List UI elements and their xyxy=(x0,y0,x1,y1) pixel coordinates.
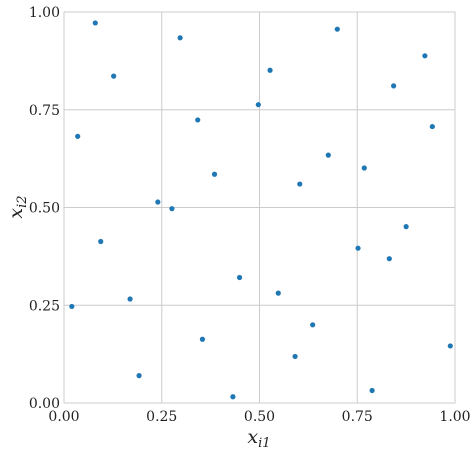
x-tick-label: 0.00 xyxy=(48,409,79,425)
y-tick-label: 0.50 xyxy=(29,201,60,217)
data-point xyxy=(75,133,81,139)
grid-lines xyxy=(63,11,456,404)
data-point xyxy=(447,343,453,349)
data-point xyxy=(111,73,117,79)
data-point xyxy=(169,206,175,212)
data-point xyxy=(403,224,409,230)
x-tick-label: 0.50 xyxy=(244,409,275,425)
data-points xyxy=(69,20,453,400)
plot-frame xyxy=(63,11,456,404)
data-point xyxy=(230,394,236,400)
data-point xyxy=(211,171,218,177)
data-point xyxy=(422,53,428,59)
data-point xyxy=(292,353,298,360)
data-point xyxy=(361,165,367,171)
data-point xyxy=(369,387,375,394)
data-point xyxy=(310,322,316,328)
data-point xyxy=(355,245,361,251)
y-axis-label: xi2 xyxy=(5,195,30,218)
y-tick-labels: 0.00 0.25 0.50 0.75 1.00 xyxy=(29,5,60,412)
data-point xyxy=(325,152,331,158)
data-point xyxy=(199,336,206,342)
x-tick-label: 1.00 xyxy=(439,409,470,425)
data-point xyxy=(195,117,201,123)
data-point xyxy=(136,373,142,379)
data-point xyxy=(155,199,161,205)
data-point xyxy=(386,256,392,262)
data-point xyxy=(69,303,75,310)
data-point xyxy=(236,274,243,281)
data-point xyxy=(177,35,183,41)
data-point xyxy=(297,181,303,187)
data-point xyxy=(92,20,98,26)
data-point xyxy=(334,26,340,32)
data-point xyxy=(391,83,397,89)
x-tick-labels: 0.00 0.25 0.50 0.75 1.00 xyxy=(48,409,470,425)
data-point xyxy=(275,290,281,296)
y-tick-label: 0.75 xyxy=(29,103,60,119)
data-point xyxy=(429,123,435,130)
y-tick-label: 1.00 xyxy=(29,5,60,21)
y-tick-label: 0.00 xyxy=(29,396,60,412)
y-tick-label: 0.25 xyxy=(29,298,60,314)
data-point xyxy=(98,238,104,245)
x-tick-label: 0.75 xyxy=(342,409,373,425)
data-point xyxy=(255,102,261,108)
x-axis-label: xi1 xyxy=(247,426,270,451)
data-point xyxy=(127,296,133,302)
x-tick-label: 0.25 xyxy=(146,409,177,425)
data-point xyxy=(267,67,273,73)
